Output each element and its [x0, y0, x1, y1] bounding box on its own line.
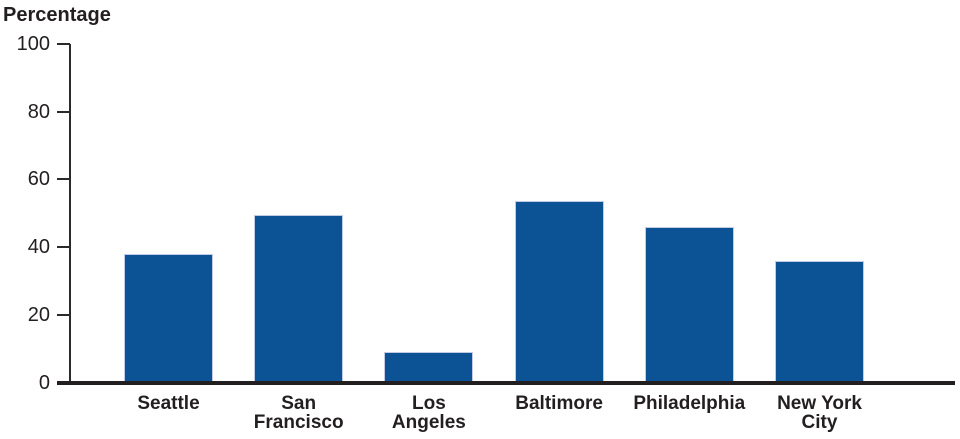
bar-seattle	[124, 253, 213, 383]
y-tick-label: 60	[27, 168, 50, 191]
x-axis-label-new-york-city: New York City	[745, 394, 895, 432]
x-axis-label-philadelphia: Philadelphia	[614, 394, 764, 413]
bar-philadelphia	[644, 226, 734, 383]
bar-baltimore	[514, 201, 604, 383]
y-tick-label: 100	[16, 33, 50, 55]
x-axis-label-line: Los	[412, 393, 446, 414]
bar-los-angeles	[384, 352, 474, 383]
y-tick-mark	[57, 246, 70, 249]
y-tick-mark	[57, 110, 70, 113]
y-tick-mark	[57, 43, 70, 45]
y-tick-label: 20	[27, 303, 50, 326]
x-axis-label-line: Francisco	[253, 412, 344, 433]
bar-san-francisco	[254, 214, 344, 383]
x-axis-label-line: Baltimore	[515, 393, 603, 414]
x-axis-label-los-angeles: Los Angeles	[354, 394, 504, 432]
x-axis-label-line: Seattle	[137, 393, 200, 414]
x-axis-label-line: San	[281, 393, 317, 414]
x-axis-label-san-francisco: San Francisco	[224, 394, 374, 432]
x-axis-line	[57, 380, 955, 385]
x-axis-label-line: New York	[777, 393, 862, 414]
bar-new-york-city	[775, 260, 864, 383]
y-tick-label: 40	[27, 236, 50, 259]
y-axis-line	[69, 44, 71, 384]
x-axis-label-baltimore: Baltimore	[484, 394, 634, 413]
x-axis-label-line: City	[801, 412, 838, 433]
x-axis-label-line: Angeles	[391, 412, 466, 433]
y-tick-label: 80	[27, 100, 50, 123]
x-axis-label-line: Philadelphia	[633, 393, 746, 414]
y-tick-mark	[57, 178, 70, 181]
x-axis-label-seattle: Seattle	[94, 394, 244, 413]
y-tick-mark	[57, 313, 70, 316]
y-axis-title: Percentage	[3, 4, 111, 26]
y-tick-label: 0	[38, 371, 50, 394]
